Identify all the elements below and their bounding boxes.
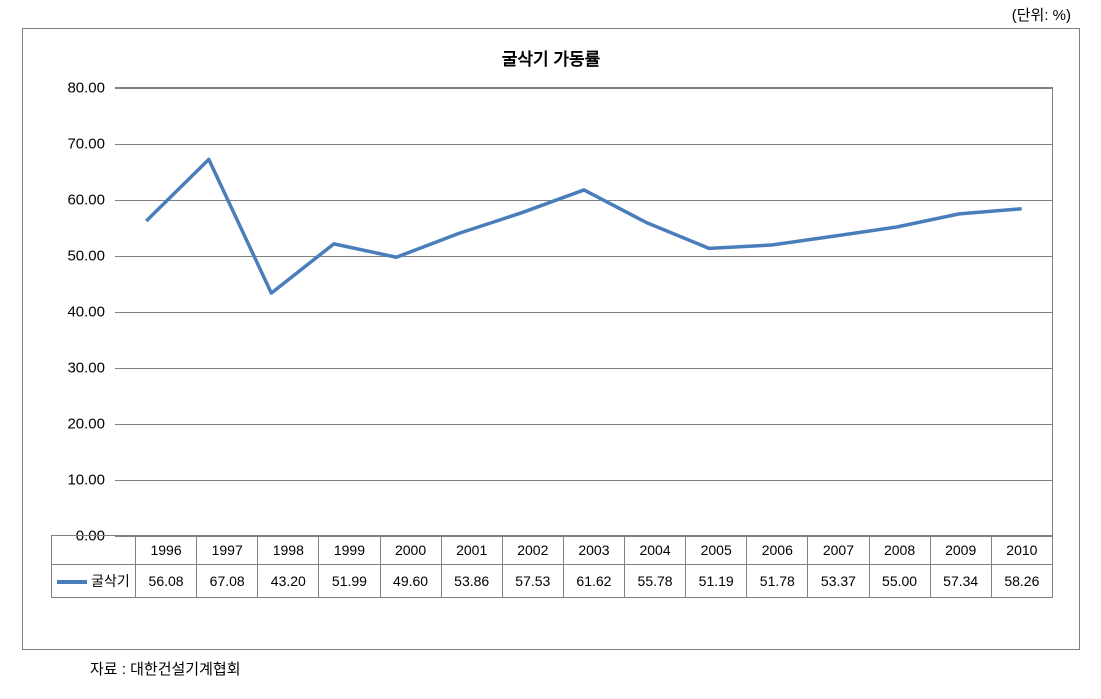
source-label: 자료 : 대한건설기계협회 [90,658,241,679]
year-header: 2002 [502,536,563,565]
year-header: 1998 [258,536,319,565]
ytick-label: 20.00 [67,416,105,433]
data-table: 1996199719981999200020012002200320042005… [51,535,1053,598]
year-header: 2006 [747,536,808,565]
value-cell: 53.86 [441,565,502,598]
year-header: 2004 [625,536,686,565]
ytick-label: 70.00 [67,136,105,153]
series-name-label: 굴삭기 [91,573,130,589]
chart-container: 굴삭기 가동률 0.0010.0020.0030.0040.0050.0060.… [22,28,1080,650]
chart-title: 굴삭기 가동률 [23,45,1079,70]
value-cell: 57.53 [502,565,563,598]
ytick-label: 30.00 [67,360,105,377]
value-cell: 56.08 [136,565,197,598]
value-cell: 57.34 [930,565,991,598]
series-legend-cell: 굴삭기 [52,565,136,598]
year-header: 2007 [808,536,869,565]
year-header: 2005 [686,536,747,565]
plot-area: 0.0010.0020.0030.0040.0050.0060.0070.008… [115,87,1053,535]
year-header: 2010 [991,536,1052,565]
year-header: 1999 [319,536,380,565]
value-cell: 55.78 [625,565,686,598]
year-header: 2003 [563,536,624,565]
ytick-label: 10.00 [67,472,105,489]
year-header: 2001 [441,536,502,565]
legend-header-blank [52,536,136,565]
value-cell: 53.37 [808,565,869,598]
value-cell: 67.08 [197,565,258,598]
ytick-label: 40.00 [67,304,105,321]
series-line [146,159,1021,293]
year-header: 2000 [380,536,441,565]
value-cell: 51.99 [319,565,380,598]
line-series [115,87,1053,535]
ytick-label: 80.00 [67,80,105,97]
legend-line-sample [57,580,87,584]
year-header: 2008 [869,536,930,565]
ytick-label: 50.00 [67,248,105,265]
value-cell: 49.60 [380,565,441,598]
year-header: 2009 [930,536,991,565]
value-cell: 43.20 [258,565,319,598]
data-table-wrap: 1996199719981999200020012002200320042005… [51,535,1053,598]
ytick-label: 60.00 [67,192,105,209]
year-header: 1997 [197,536,258,565]
value-cell: 61.62 [563,565,624,598]
value-cell: 58.26 [991,565,1052,598]
value-cell: 51.19 [686,565,747,598]
value-cell: 51.78 [747,565,808,598]
unit-label: (단위: %) [1012,4,1071,25]
year-header: 1996 [136,536,197,565]
value-cell: 55.00 [869,565,930,598]
